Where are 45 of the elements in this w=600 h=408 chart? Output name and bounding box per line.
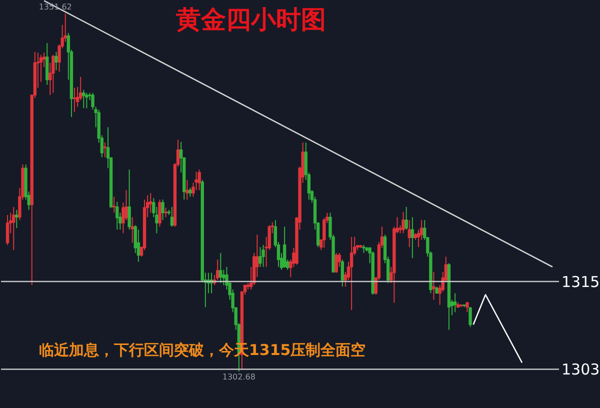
candlestick	[6, 214, 10, 246]
candlestick	[15, 209, 18, 229]
candlestick	[198, 169, 201, 191]
candlestick	[112, 196, 116, 214]
candlestick	[186, 179, 189, 200]
candlestick	[410, 216, 414, 259]
candlestick	[334, 252, 338, 274]
candlestick	[322, 217, 326, 248]
candlestick	[85, 92, 88, 109]
candlestick	[466, 301, 469, 313]
candlestick	[219, 252, 222, 284]
candlestick	[46, 42, 49, 86]
candlestick	[52, 54, 55, 94]
candlestick	[258, 246, 262, 268]
y-tick-label: 1303	[562, 360, 600, 379]
candlestick	[54, 51, 58, 71]
candlestick	[404, 206, 408, 230]
candlestick	[453, 292, 457, 313]
candlestick	[216, 259, 220, 281]
candlestick	[170, 206, 174, 228]
candlestick	[103, 142, 107, 158]
candlestick	[408, 220, 411, 248]
candlestick	[91, 92, 94, 110]
candlestick	[402, 212, 405, 234]
candlestick	[158, 199, 162, 228]
candlestick	[350, 236, 354, 311]
candlestick	[136, 229, 140, 262]
candlestick	[432, 272, 436, 300]
chart-title: 黄金四小时图	[175, 5, 326, 34]
candlestick	[282, 226, 286, 268]
candlestick	[262, 244, 265, 268]
candlestick	[194, 171, 198, 191]
candlestick	[128, 169, 131, 230]
candlestick	[468, 306, 472, 328]
candlestick	[82, 89, 86, 109]
annotation: 1302.68	[222, 372, 256, 382]
y-tick-label: 1315	[562, 273, 600, 292]
candlestick	[12, 206, 16, 251]
candlestick	[72, 87, 76, 112]
candlestick	[340, 259, 344, 288]
candlestick	[130, 216, 134, 244]
candlestick	[116, 201, 119, 230]
candlestick	[164, 207, 168, 218]
candlestick	[149, 192, 152, 214]
candlestick	[161, 199, 164, 221]
